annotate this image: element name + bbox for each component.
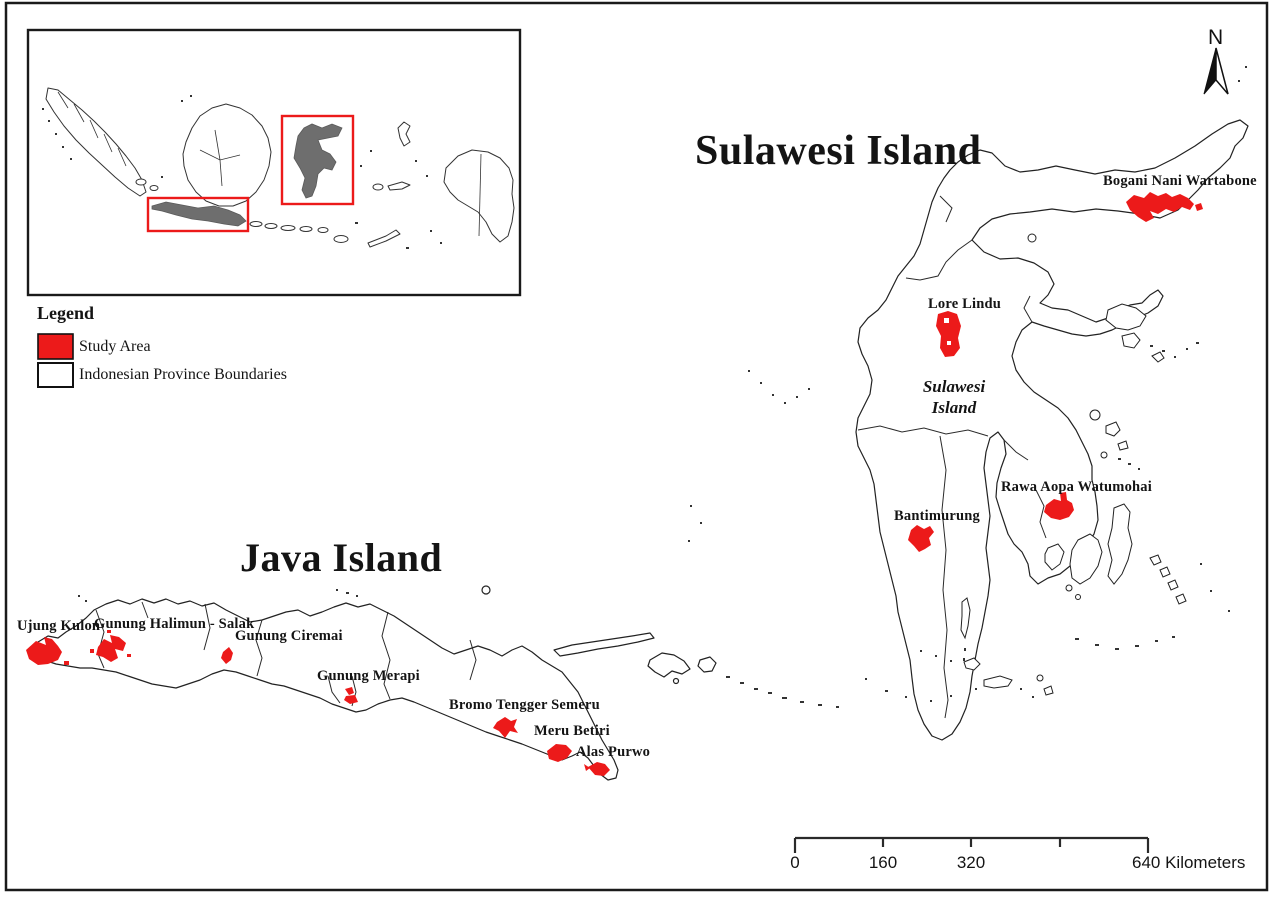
sulawesi-province-boundaries xyxy=(857,195,1047,719)
park-label-meru-betiri: Meru Betiri xyxy=(534,723,610,739)
scale-tick-160: 160 xyxy=(868,853,898,872)
scale-tick-320: 320 xyxy=(956,853,986,872)
park-label-bromo-tengger-semeru: Bromo Tengger Semeru xyxy=(449,697,600,713)
park-label-bogani-nani-wartabone: Bogani Nani Wartabone xyxy=(1103,173,1257,189)
sulawesi-island-annotation: Sulawesi Island xyxy=(904,376,1004,419)
legend-label-study-area: Study Area xyxy=(79,338,151,355)
park-label-gunung-merapi: Gunung Merapi xyxy=(317,668,420,684)
sulawesi-coastline xyxy=(855,119,1249,741)
java-coastline xyxy=(29,585,717,781)
study-area-polygons xyxy=(26,192,1203,776)
park-label-bantimurung: Bantimurung xyxy=(894,508,980,524)
park-label-lore-lindu: Lore Lindu xyxy=(928,296,1002,312)
sea-specks xyxy=(78,66,1247,708)
park-label-rawa-aopa-watumohai: Rawa Aopa Watumohai xyxy=(1001,479,1152,495)
legend-swatch-study-area xyxy=(37,333,74,360)
annotation-line1: Sulawesi xyxy=(922,377,986,396)
java-extent-rect xyxy=(146,196,250,233)
annotation-line2: Island xyxy=(931,398,977,418)
park-label-ujung-kulon: Ujung Kulon xyxy=(17,618,101,634)
sulawesi-offshore-islands xyxy=(960,233,1187,696)
park-label-gunung-halimun-salak: Gunung Halimun - Salak xyxy=(94,616,255,632)
north-arrow xyxy=(1203,47,1229,95)
scale-bar xyxy=(793,836,1150,853)
legend-title: Legend xyxy=(37,303,95,323)
map-frame xyxy=(4,1,1269,892)
java-title: Java Island xyxy=(240,535,443,580)
park-label-gunung-ciremai: Gunung Ciremai xyxy=(235,628,343,644)
java-province-boundaries xyxy=(95,601,477,707)
scale-end-label: 640 Kilometers xyxy=(1132,853,1246,872)
sulawesi-title: Sulawesi Island xyxy=(695,128,982,174)
legend-swatch-province-boundaries xyxy=(37,362,74,388)
inset-extent-rectangles xyxy=(146,114,355,233)
park-label-alas-purwo: Alas Purwo xyxy=(576,744,651,760)
north-arrow-label: N xyxy=(1208,26,1224,49)
inset-map xyxy=(26,28,522,297)
legend-swatches xyxy=(37,333,74,388)
legend-label-province-boundaries: Indonesian Province Boundaries xyxy=(79,366,287,383)
scale-tick-0: 0 xyxy=(790,853,800,872)
sulawesi-extent-rect xyxy=(280,114,355,206)
